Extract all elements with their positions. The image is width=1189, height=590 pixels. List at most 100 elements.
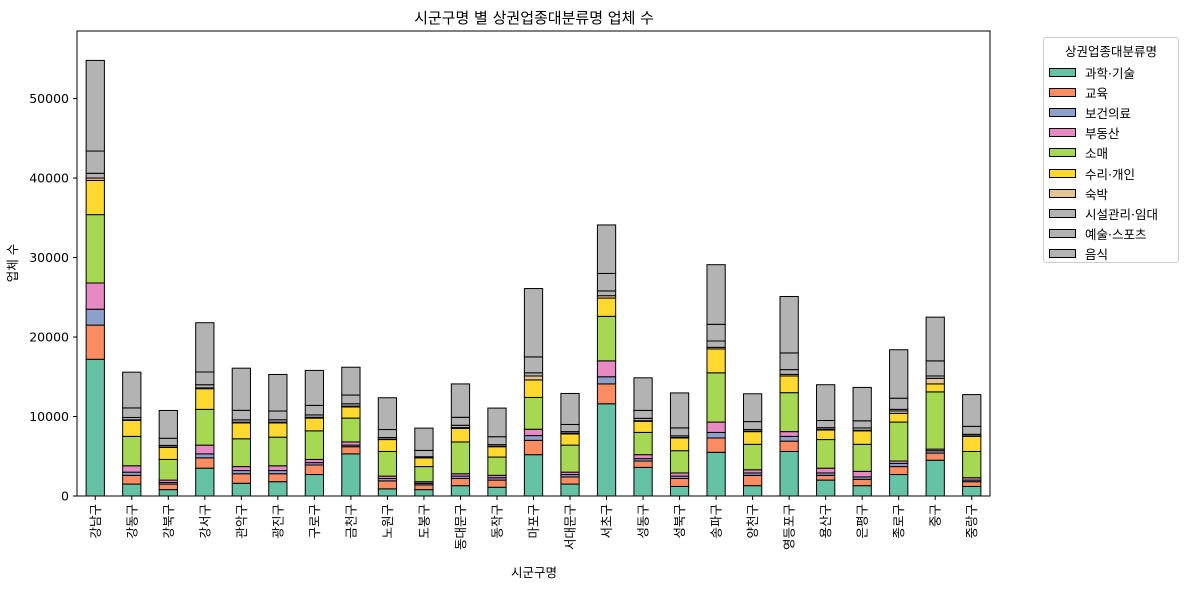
x-tick-label: 강남구 [88, 504, 103, 539]
bar-segment [122, 407, 142, 418]
legend-entry: 예술·스포츠 [1044, 224, 1178, 244]
bar-segment [706, 431, 726, 439]
bar-segment [487, 479, 507, 488]
bar-segment [560, 483, 580, 497]
bar-segment [816, 439, 836, 469]
bar-segment [195, 322, 215, 373]
bar-segment [304, 369, 325, 406]
bar-segment [779, 435, 799, 442]
x-tick-label: 동대문구 [453, 504, 468, 550]
bar-segment [779, 450, 799, 497]
bar-segment [596, 290, 617, 297]
bar-segment [85, 214, 105, 284]
legend-entry: 부동산 [1044, 123, 1178, 143]
bar-segment [962, 481, 982, 487]
bar-segment [195, 388, 215, 410]
bars-group [85, 59, 982, 497]
bar-segment [268, 373, 288, 412]
legend-label: 음식 [1085, 247, 1109, 263]
bar-segment [706, 451, 726, 497]
bar-segment [158, 458, 178, 481]
bar-segment [669, 450, 690, 474]
bar-segment [377, 450, 398, 477]
legend-entry: 시설관리·임대 [1044, 203, 1178, 223]
bar-segment [596, 272, 617, 292]
bar-segment [523, 356, 544, 374]
bar-segment [122, 419, 142, 437]
bar-segment [304, 430, 325, 460]
bar-segment [450, 485, 471, 497]
bar-segment [779, 440, 799, 452]
bar-segment [669, 392, 690, 429]
bar-segment [596, 297, 617, 317]
bar-segment [962, 425, 982, 435]
bar-segment [889, 421, 909, 462]
bar-segment [925, 459, 945, 497]
bar-segment [779, 431, 799, 437]
bar-segment [231, 466, 251, 472]
bar-segment [706, 264, 726, 325]
x-axis: 강남구 강동구 강북구 강서구 관악구 광진구 구로구 금천구 노원구 도봉구 동대문구 동작구 마포구… [88, 496, 979, 550]
bar-segment [122, 435, 142, 467]
bar-segment [487, 456, 507, 476]
bar-segment [706, 340, 726, 348]
bar-segment [523, 454, 544, 497]
bar-segment [304, 464, 325, 476]
bar-segment [304, 417, 325, 432]
bar-segment [195, 467, 215, 497]
legend-swatch [1049, 229, 1076, 239]
bar-segment [852, 430, 872, 445]
bar-segment [195, 453, 215, 459]
legend-swatch [1049, 188, 1076, 198]
x-tick-label: 노원구 [380, 504, 395, 539]
bar-segment [852, 420, 872, 429]
bar-segment [85, 172, 105, 179]
legend-label: 소매 [1085, 146, 1109, 162]
bar-segment [852, 485, 872, 497]
legend-swatch [1049, 148, 1076, 158]
bar-segment [633, 409, 653, 419]
bar-segment [414, 457, 434, 468]
bar-segment [341, 366, 361, 396]
bar-segment [122, 483, 142, 497]
bar-segment [523, 428, 544, 437]
bar-segment [889, 474, 909, 497]
x-tick-label: 은평구 [855, 504, 870, 539]
bar-segment [852, 470, 872, 478]
bar-segment [523, 288, 544, 358]
bar-segment [268, 481, 288, 497]
bar-segment [450, 427, 471, 443]
bar-segment [706, 323, 726, 342]
bar-segment [633, 454, 653, 460]
x-tick-label: 서초구 [599, 504, 614, 539]
bar-segment [341, 417, 361, 443]
bar-segment [925, 383, 945, 393]
bar-segment [596, 376, 617, 385]
x-tick-label: 송파구 [709, 504, 724, 539]
x-tick-label: 동작구 [489, 504, 504, 539]
bar-segment [195, 444, 215, 455]
bar-segment [268, 436, 288, 467]
x-tick-label: 강북구 [161, 504, 176, 539]
bar-segment [742, 485, 763, 497]
x-tick-label: 용산구 [818, 504, 833, 539]
bar-segment [779, 352, 799, 371]
bar-segment [962, 450, 982, 479]
bar-segment [669, 485, 690, 497]
bar-segment [85, 59, 105, 152]
bar-segment [816, 467, 836, 474]
bar-segment [669, 437, 690, 452]
bar-segment [487, 407, 507, 438]
bar-segment [122, 465, 142, 473]
x-tick-label: 관악구 [234, 504, 249, 539]
bar-segment [889, 397, 909, 410]
bar-segment [633, 460, 653, 468]
chart-title: 시군구명 별 상권업종대분류명 업체 수 [414, 9, 654, 27]
bar-segment [925, 391, 945, 450]
bar-segment [231, 367, 251, 411]
bar-segment [633, 377, 653, 411]
bar-segment [816, 429, 836, 441]
x-tick-label: 구로구 [307, 504, 322, 539]
bar-segment [523, 379, 544, 398]
